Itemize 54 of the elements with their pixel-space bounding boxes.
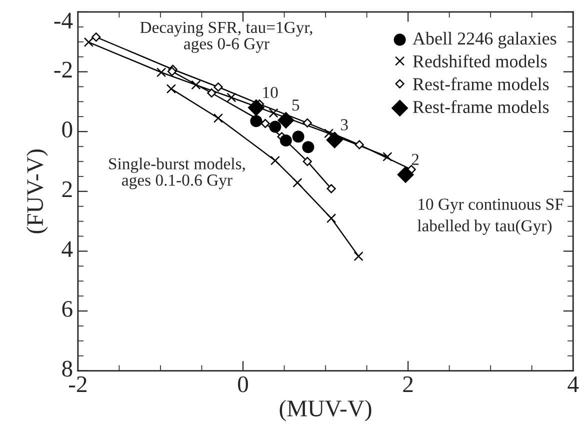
- point: [270, 156, 280, 166]
- point: [250, 115, 262, 128]
- annotation: 5: [292, 100, 300, 111]
- annotation: Single-burst models, ages 0.1-0.6 Gyr: [109, 158, 245, 190]
- point: [324, 128, 334, 138]
- annotation: 10: [263, 86, 278, 98]
- legend-label: Rest-frame models: [412, 77, 549, 90]
- point: [269, 120, 282, 133]
- x-tick-label: 0: [238, 376, 248, 392]
- point: [302, 141, 314, 154]
- point: [207, 88, 216, 98]
- point: [84, 37, 94, 47]
- x-tick-label: 4: [568, 376, 579, 392]
- point: [260, 118, 270, 128]
- y-tick-label: -4: [54, 12, 73, 28]
- y-axis-title: (FUV-V): [26, 150, 48, 234]
- point: [268, 108, 278, 118]
- point: [292, 130, 304, 143]
- point: [213, 113, 224, 123]
- legend-label: Redshifted models: [412, 54, 547, 68]
- point: [326, 184, 336, 194]
- legend-label: Rest-frame models: [412, 100, 549, 114]
- point: [326, 213, 336, 224]
- point: [214, 82, 223, 92]
- x-axis-title: (MUV-V): [280, 400, 372, 422]
- x-tick-label: 2: [403, 376, 413, 392]
- point: [302, 156, 312, 166]
- y-tick-label: 8: [62, 360, 72, 377]
- point: [277, 112, 294, 129]
- legend-label: Abell 2246 galaxies: [412, 32, 556, 48]
- point: [280, 134, 292, 147]
- y-tick-label: 0: [62, 122, 72, 138]
- point: [248, 99, 265, 116]
- annotation: Decaying SFR, tau=1Gyr, ages 0-6 Gyr: [140, 22, 312, 53]
- point: [226, 92, 236, 102]
- annotation: 2: [412, 154, 419, 165]
- point: [302, 118, 312, 128]
- y-tick-label: -2: [54, 62, 72, 78]
- annotation: 10 Gyr continuous SF: [418, 198, 564, 214]
- point: [292, 178, 302, 188]
- point: [354, 140, 364, 150]
- point: [326, 131, 344, 148]
- annotation: labelled by tau(Gyr): [417, 220, 552, 235]
- point: [354, 251, 364, 262]
- point: [166, 84, 176, 94]
- y-tick-label: 4: [62, 241, 73, 257]
- y-tick-label: 6: [62, 301, 72, 317]
- annotation: 3: [340, 119, 348, 130]
- point: [382, 152, 392, 162]
- y-tick-label: 2: [62, 181, 72, 198]
- point: [191, 80, 201, 90]
- point: [92, 32, 101, 42]
- point: [156, 68, 166, 78]
- point: [397, 166, 414, 184]
